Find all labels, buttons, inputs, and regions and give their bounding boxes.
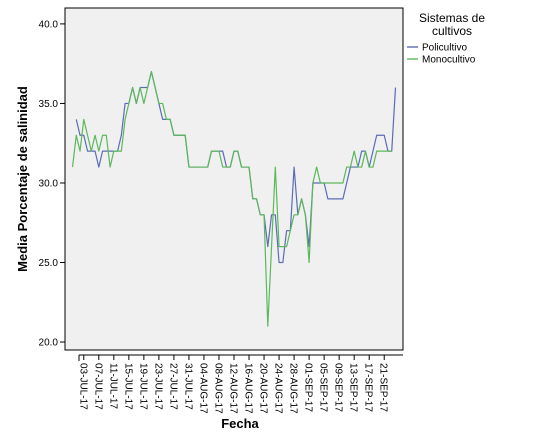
legend: Sistemas de cultivos PolicultivoMonocult… — [407, 11, 485, 66]
series-line-monocultivo — [71, 71, 392, 327]
x-tick-label: 04-AUG-17 — [197, 363, 208, 414]
series-layer — [71, 71, 397, 327]
x-axis: 03-JUL-17 07-JUL-17 11-JUL-17 15-JUL-17 19-J… — [77, 354, 403, 414]
x-axis-title: Fecha — [221, 416, 259, 431]
x-tick-label: 23-JUL-17 — [152, 363, 163, 410]
plot-area — [64, 7, 404, 351]
y-axis: 20.0 25.0 30.0 35.0 40.0 — [39, 19, 65, 349]
x-tick-label: 20-AUG-17 — [258, 363, 269, 414]
x-tick-label: 21-SEP-17 — [378, 363, 389, 412]
x-tick-label: 28-AUG-17 — [288, 363, 299, 414]
y-tick-label: 30.0 — [39, 178, 59, 189]
x-tick-label: 19-JUL-17 — [137, 363, 148, 410]
y-tick-label: 20.0 — [39, 338, 59, 349]
x-tick-label: 13-SEP-17 — [348, 363, 359, 412]
x-tick-label: 11-JUL-17 — [107, 363, 118, 409]
x-tick-label: 01-SEP-17 — [303, 363, 314, 412]
x-tick-label: 09-SEP-17 — [333, 363, 344, 412]
x-tick-label: 08-AUG-17 — [212, 363, 223, 414]
x-tick-label: 31-JUL-17 — [182, 363, 193, 410]
y-tick-label: 40.0 — [39, 19, 59, 30]
x-tick-label: 15-JUL-17 — [122, 363, 133, 410]
x-tick-label: 12-AUG-17 — [228, 363, 239, 414]
x-tick-label: 24-AUG-17 — [273, 363, 284, 414]
legend-title: cultivos — [432, 24, 472, 38]
x-tick-label: 07-JUL-17 — [92, 363, 103, 410]
x-tick-label: 03-JUL-17 — [77, 363, 88, 410]
x-tick-label: 16-AUG-17 — [243, 363, 254, 414]
x-tick-label: 05-SEP-17 — [318, 363, 329, 412]
legend-label: Policultivo — [422, 43, 467, 54]
legend-title: Sistemas de — [419, 11, 485, 25]
x-tick-label: 27-JUL-17 — [167, 363, 178, 410]
legend-label: Monocultivo — [422, 55, 476, 66]
y-tick-label: 35.0 — [39, 99, 59, 110]
y-tick-label: 25.0 — [39, 258, 59, 269]
y-axis-title: Media Porcentaje de salinidad — [15, 86, 30, 272]
x-tick-label: 17-SEP-17 — [363, 363, 374, 412]
